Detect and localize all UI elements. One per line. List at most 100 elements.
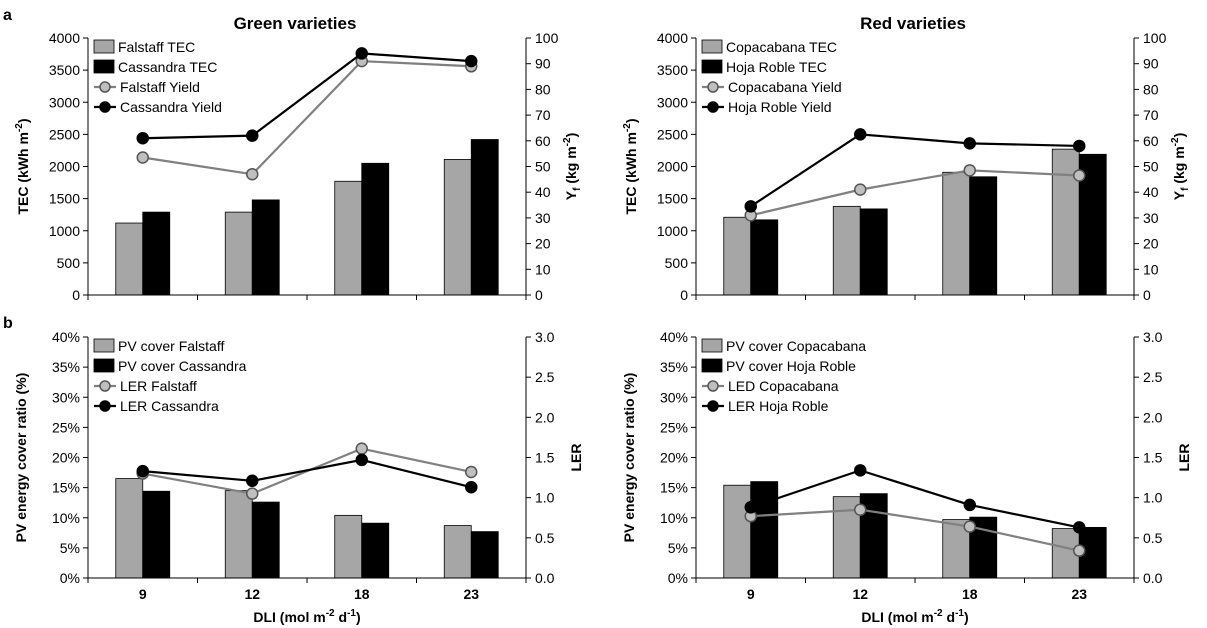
y-tick-label: 0 xyxy=(72,287,80,303)
legend-label: Copacabana TEC xyxy=(726,39,837,55)
y-tick-label: 0 xyxy=(680,287,688,303)
y-tick-label: 3500 xyxy=(49,62,80,78)
y-axis-title-tec-part: TEC (kWh m xyxy=(15,132,31,214)
chart-green-tec: 0 500 1000 1500 2000 2500 3000 3500 4000 0 10 20 30 4… xyxy=(14,30,583,303)
y2-axis-title-yield-part: ) xyxy=(563,133,579,138)
point-ler-cassandra xyxy=(465,480,478,494)
y-axis-title-tec-part: ) xyxy=(15,118,31,123)
y2-tick-label: 2.0 xyxy=(535,409,555,425)
x-axis-title-part: DLI (mol m xyxy=(253,609,325,625)
y2-tick-label: 2.5 xyxy=(535,369,555,385)
point-cassandra-yield xyxy=(136,131,149,145)
y-tick-label: 5% xyxy=(60,540,80,556)
legend-label: Hoja Roble Yield xyxy=(728,99,832,115)
bar-pv-cover-hoja-roble xyxy=(750,481,779,579)
line-falstaff-yield xyxy=(142,60,472,176)
point-copacabana-yield xyxy=(854,183,867,196)
x-axis-title-part: d xyxy=(335,609,347,625)
y-tick-label: 4000 xyxy=(49,30,80,46)
legend-label: Hoja Roble TEC xyxy=(726,59,827,75)
y-tick-label: 4000 xyxy=(657,30,688,46)
y2-tick-label: 30 xyxy=(1143,210,1159,226)
y-axis-title-pv: PV energy cover ratio (%) xyxy=(621,373,637,543)
y2-tick-label: 2.0 xyxy=(1143,409,1163,425)
bar-cassandra-tec xyxy=(142,211,171,296)
y-tick-label: 40% xyxy=(52,329,80,345)
y2-tick-label: 3.0 xyxy=(535,329,555,345)
x-axis-title-part: ) xyxy=(964,609,969,625)
y2-tick-label: 0 xyxy=(1143,287,1151,303)
y2-tick-label: 60 xyxy=(535,133,551,149)
y2-tick-label: 1.5 xyxy=(1143,450,1163,466)
y-tick-label: 40% xyxy=(660,329,688,345)
y-tick-label: 500 xyxy=(665,255,689,271)
y-tick-label: 0% xyxy=(668,570,688,586)
y-tick-label: 15% xyxy=(660,480,688,496)
y-axis-title-tec-part: -2 xyxy=(14,123,25,132)
point-led-copacabana xyxy=(1073,544,1086,557)
x-tick-label: 9 xyxy=(139,586,147,602)
legend-swatch xyxy=(93,358,115,373)
legend-label: Falstaff Yield xyxy=(120,79,200,95)
legend-swatch xyxy=(701,39,723,54)
bar-hoja-roble-tec xyxy=(969,176,998,296)
point-ler-hoja-roble xyxy=(1073,521,1086,534)
y2-axis-title-yield-part: (kg m xyxy=(1171,146,1187,187)
y2-tick-label: 0.5 xyxy=(535,530,555,546)
legend-label: LER Hoja Roble xyxy=(728,398,829,414)
y2-tick-label: 30 xyxy=(535,210,551,226)
y-tick-label: 1000 xyxy=(49,223,80,239)
y2-tick-label: 100 xyxy=(1143,30,1167,46)
y2-tick-label: 80 xyxy=(535,81,551,97)
y2-tick-label: 10 xyxy=(535,261,551,277)
point-led-copacabana xyxy=(854,503,867,516)
legend-marker xyxy=(707,101,719,113)
legend-label: LER Cassandra xyxy=(120,398,219,414)
legend-label: PV cover Hoja Roble xyxy=(726,358,856,374)
y-axis-title-pv: PV energy cover ratio (%) xyxy=(13,373,29,543)
y-axis-title-tec-part: -2 xyxy=(622,123,633,132)
y-tick-label: 30% xyxy=(52,389,80,405)
y2-tick-label: 1.0 xyxy=(1143,490,1163,506)
legend-label: PV cover Copacabana xyxy=(726,338,866,354)
y2-axis-title-yield-part: ) xyxy=(1171,133,1187,138)
point-cassandra-yield xyxy=(465,54,478,68)
legend-marker xyxy=(99,400,111,412)
y-tick-label: 15% xyxy=(52,480,80,496)
bar-pv-cover-falstaff xyxy=(334,514,363,579)
line-led-copacabana xyxy=(750,508,1080,552)
legend-marker xyxy=(99,380,111,392)
point-falstaff-yield xyxy=(246,167,259,181)
y2-tick-label: 0.0 xyxy=(535,570,555,586)
y-tick-label: 2000 xyxy=(49,159,80,175)
point-hoja-roble-yield xyxy=(854,128,867,141)
x-tick-label: 18 xyxy=(962,586,978,602)
bar-hoja-roble-tec xyxy=(750,219,779,296)
y-tick-label: 20% xyxy=(52,450,80,466)
legend-marker xyxy=(99,81,111,93)
legend-label: PV cover Falstaff xyxy=(118,338,224,354)
bar-pv-cover-cassandra xyxy=(361,522,390,579)
panel-label-a: a xyxy=(3,7,12,24)
y2-axis-title-yield-part: -2 xyxy=(1170,137,1181,146)
point-ler-cassandra xyxy=(355,453,368,467)
y-tick-label: 3000 xyxy=(657,94,688,110)
x-tick-label: 23 xyxy=(463,586,479,602)
y-tick-label: 1500 xyxy=(49,191,80,207)
legend-marker xyxy=(707,380,719,392)
y2-axis-title-yield: Yf (kg m-2) xyxy=(562,133,583,201)
x-axis-title-part: ) xyxy=(356,609,361,625)
bar-copacabana-tec xyxy=(723,216,752,296)
y2-axis-title-yield-part: f xyxy=(572,187,583,191)
y2-tick-label: 0 xyxy=(535,287,543,303)
panel-label-b: b xyxy=(3,315,13,332)
y-tick-label: 3000 xyxy=(49,94,80,110)
point-hoja-roble-yield xyxy=(744,200,757,213)
x-axis-title: DLI (mol m-2 d-1) xyxy=(861,608,968,625)
y2-axis-title-yield-part: Y xyxy=(563,190,579,200)
y-tick-label: 5% xyxy=(668,540,688,556)
y-tick-label: 500 xyxy=(57,255,81,271)
point-hoja-roble-yield xyxy=(1073,139,1086,153)
legend-label: Falstaff TEC xyxy=(118,39,195,55)
